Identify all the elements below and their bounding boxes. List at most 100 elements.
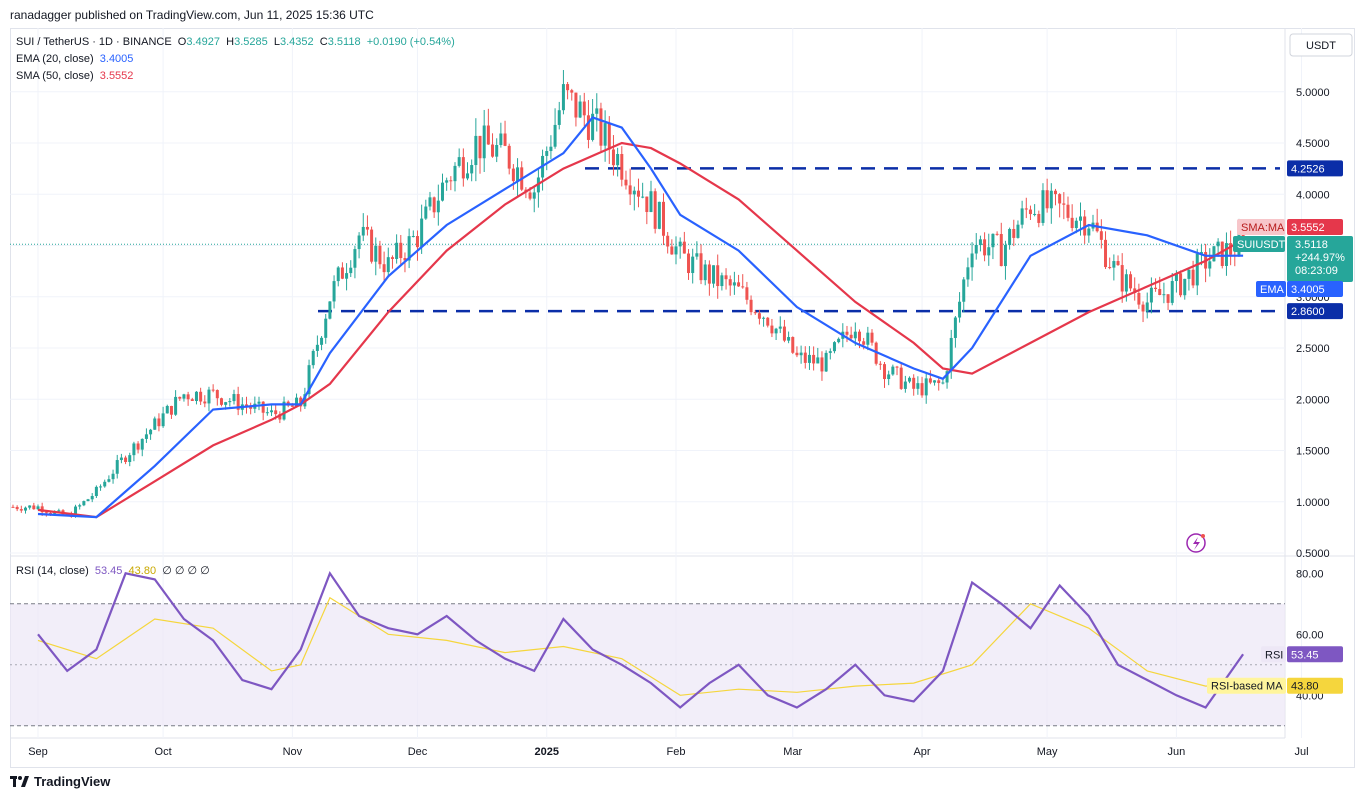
candle-body — [912, 377, 916, 389]
candle-body — [503, 133, 507, 146]
candle-body — [891, 366, 895, 375]
candle-body — [461, 157, 465, 179]
candle-body — [1037, 213, 1041, 223]
candle-body — [991, 233, 995, 248]
sma-line — [37, 141, 1244, 519]
candle-body — [653, 191, 657, 229]
candle-body — [787, 337, 791, 341]
candle-body — [636, 190, 640, 197]
candle-body — [945, 371, 949, 383]
candle-body — [320, 337, 324, 345]
candle-body — [1116, 261, 1120, 266]
last-price-change: +244.97% — [1295, 252, 1345, 264]
candle-body — [361, 226, 365, 236]
sma-legend-label[interactable]: SMA (50, close) — [16, 70, 94, 82]
candle-body — [415, 236, 419, 248]
candle-body — [620, 154, 624, 180]
rsi-tick-label: 80.00 — [1296, 568, 1324, 580]
candle-body — [603, 123, 607, 146]
candle-body — [478, 135, 482, 159]
candle-body — [624, 179, 628, 186]
candle-body — [853, 331, 857, 339]
candle-body — [728, 279, 732, 286]
rsi-ma-line — [37, 596, 1244, 696]
candle-body — [1154, 287, 1158, 290]
candle-body — [174, 396, 178, 415]
candle-body — [190, 399, 194, 401]
candle-body — [403, 258, 407, 261]
candle-body — [32, 505, 36, 510]
rsi-ma-tag-label-bg — [1207, 677, 1286, 694]
candle-body — [357, 235, 361, 250]
candle-body — [36, 506, 40, 510]
candle-body — [999, 233, 1003, 267]
candle-body — [553, 124, 557, 147]
candle-body — [15, 506, 19, 510]
candle-body — [1129, 274, 1133, 289]
price-tick-label: 4.0000 — [1296, 189, 1330, 201]
ema-legend-label[interactable]: EMA (20, close) — [16, 53, 94, 65]
candle-body — [449, 180, 453, 182]
candle-body — [595, 108, 599, 114]
candle-body — [799, 352, 803, 356]
resistance-tag-bg — [1287, 160, 1343, 177]
open-value: 3.4927 — [186, 36, 221, 48]
chart-frame — [10, 28, 1355, 768]
candle-body — [140, 438, 144, 450]
price-axis-ticks: 5.00004.50004.00003.50003.00002.50002.00… — [1296, 87, 1330, 560]
rsi-ma-legend-value: 43.80 — [128, 565, 157, 577]
candle-body — [1070, 217, 1074, 229]
currency-box[interactable] — [1289, 33, 1353, 57]
candle-body — [128, 455, 132, 462]
candle-body — [436, 200, 440, 213]
rsi-legend-value: 53.45 — [94, 565, 123, 577]
candle-body — [641, 196, 645, 198]
candle-body — [712, 265, 716, 284]
candle-body — [411, 236, 415, 238]
candle-body — [186, 394, 190, 400]
tradingview-brand[interactable]: TradingView — [10, 774, 110, 789]
candle-body — [57, 510, 61, 512]
candle-body — [878, 363, 882, 365]
candle-body — [532, 192, 536, 199]
candle-body — [607, 123, 611, 150]
candle-body — [1045, 190, 1049, 209]
candle-body — [586, 115, 590, 140]
lightning-icon[interactable] — [1186, 533, 1206, 553]
candles — [11, 70, 1245, 518]
last-price-value: 3.5118 — [1295, 239, 1328, 251]
candle-body — [274, 410, 278, 415]
change-value: +0.0190 (+0.54%) — [366, 36, 455, 48]
candle-body — [807, 354, 811, 363]
candle-body — [1141, 304, 1145, 312]
candle-body — [149, 429, 153, 435]
candle-body — [824, 352, 828, 372]
sma-legend-value: 3.5552 — [99, 70, 134, 82]
candle-body — [778, 326, 782, 329]
candle-body — [232, 394, 236, 402]
price-tick-label: 2.0000 — [1296, 394, 1330, 406]
tradingview-logo-icon — [10, 775, 30, 788]
candle-body — [107, 479, 111, 482]
candle-body — [1074, 220, 1078, 229]
candle-body — [1149, 287, 1153, 303]
candle-body — [340, 267, 344, 279]
candle-body — [887, 374, 891, 380]
candle-body — [549, 146, 553, 152]
candle-body — [966, 267, 970, 280]
publisher-line: ranadagger published on TradingView.com,… — [10, 8, 374, 22]
candle-body — [657, 201, 661, 229]
candle-body — [295, 397, 299, 407]
ema-tag-label: EMA — [1260, 284, 1285, 296]
candle-body — [1041, 190, 1045, 223]
candle-body — [753, 312, 757, 314]
rsi-legend-label[interactable]: RSI (14, close) — [16, 565, 89, 577]
candle-body — [1199, 252, 1203, 254]
candle-body — [178, 396, 182, 399]
candle-body — [766, 317, 770, 326]
candle-body — [445, 180, 449, 183]
candle-body — [849, 334, 853, 339]
candle-body — [365, 226, 369, 230]
symbol-label[interactable]: SUI / TetherUS · 1D · BINANCE — [16, 36, 172, 48]
